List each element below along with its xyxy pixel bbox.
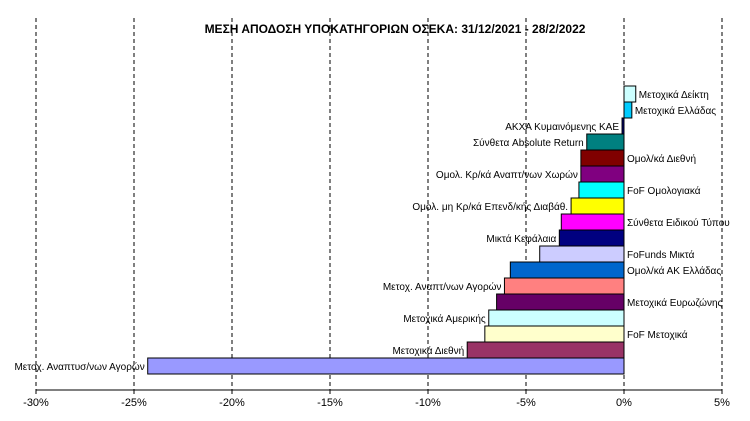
- bar: [488, 309, 625, 327]
- bar: [570, 197, 625, 215]
- x-tick-label: 0%: [616, 397, 632, 409]
- category-label: Μετοχικά Διεθνή: [392, 345, 464, 357]
- category-label: Σύνθετα Absolute Return: [473, 137, 584, 149]
- bar: [466, 341, 625, 359]
- bar: [580, 149, 625, 167]
- x-tick-label: -15%: [317, 397, 343, 409]
- x-tick-label: 5%: [714, 397, 730, 409]
- x-tick-label: -30%: [23, 397, 49, 409]
- bars: [147, 85, 637, 375]
- category-label: Ομολ/κά ΑΚ Ελλάδας: [627, 265, 721, 277]
- bar: [578, 181, 625, 199]
- bar: [560, 213, 625, 231]
- category-label: Μετοχικά Δείκτη: [639, 89, 709, 101]
- bar: [623, 85, 637, 103]
- category-label: ΑΚΧΑ Κυμαινόμενης ΚΑΕ: [505, 121, 619, 133]
- category-labels: Μετοχικά Δείκτη Μετοχικά Ελλάδας ΑΚΧΑ Κυμα…: [14, 89, 729, 373]
- bar: [484, 325, 625, 343]
- category-label: Μετοχ. Αναπτυσ/νων Αγορών: [14, 361, 144, 373]
- bar: [623, 101, 633, 119]
- x-tick-label: -5%: [516, 397, 536, 409]
- category-label: Ομολ. Κρ/κά Αναπτ/νων Χωρών: [436, 169, 578, 181]
- x-tick-label: -25%: [121, 397, 147, 409]
- bar: [503, 277, 625, 295]
- bar: [147, 357, 625, 375]
- category-label: Ομολ/κά Διεθνή: [627, 153, 696, 165]
- category-label: Μετοχικά Ελλάδας: [635, 105, 716, 117]
- bar: [496, 293, 625, 311]
- chart-title: ΜΕΣΗ ΑΠΟΔΟΣΗ ΥΠΟΚΑΤΗΓΟΡΙΩΝ ΟΣΕΚΑ: 31/12/…: [205, 22, 586, 36]
- bar: [509, 261, 625, 279]
- category-label: FoF Ομολογιακά: [627, 185, 701, 197]
- x-axis: -30% -25% -20% -15% -10% -5% 0% 5%: [23, 389, 730, 409]
- category-label: Σύνθετα Ειδικού Τύπου: [627, 217, 730, 229]
- bar: [539, 245, 625, 263]
- category-label: Μετοχ. Αναπτ/νων Αγορών: [383, 281, 502, 293]
- bar: [586, 133, 625, 151]
- x-tick-label: -10%: [415, 397, 441, 409]
- category-label: Μικτά Κεφάλαια: [486, 233, 556, 245]
- bar: [580, 165, 625, 183]
- x-tick-label: -20%: [219, 397, 245, 409]
- bar: [558, 229, 625, 247]
- bar: [621, 117, 625, 135]
- category-label: Μετοχικά Αμερικής: [403, 313, 486, 325]
- category-label: Ομολ. μη Κρ/κά Επενδ/κής Διαβάθ.: [412, 201, 568, 213]
- category-label: Μετοχικά Ευρωζώνης: [627, 297, 723, 309]
- category-label: FoFunds Μικτά: [627, 249, 695, 261]
- category-label: FoF Μετοχικά: [627, 329, 688, 341]
